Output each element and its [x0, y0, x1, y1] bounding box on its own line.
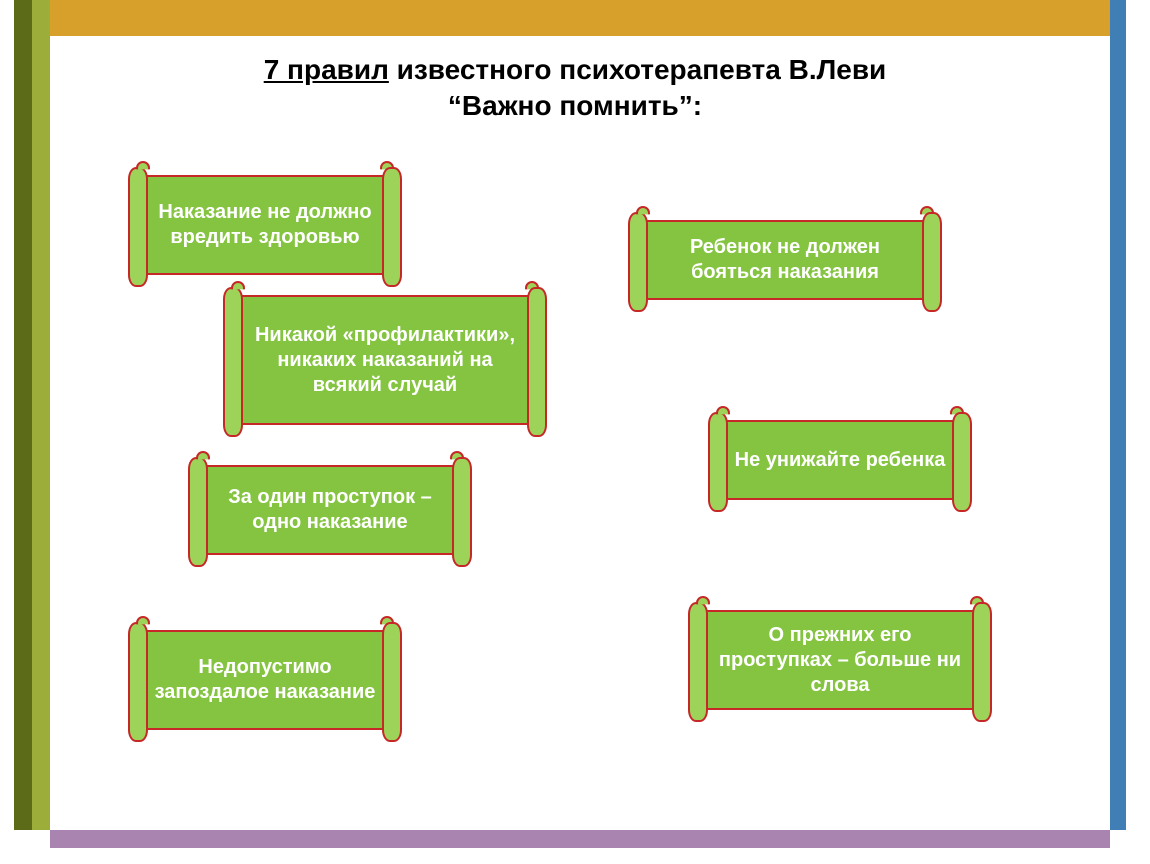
slide-title: 7 правил известного психотерапевта В.Лев…: [0, 52, 1150, 125]
scroll-curl-right-icon: [380, 161, 394, 175]
scroll-text: О прежних его проступках – больше ни сло…: [710, 623, 970, 698]
scroll-curl-right-icon: [450, 451, 464, 465]
scroll-curl-left-icon: [136, 616, 150, 630]
title-underlined: 7 правил: [264, 54, 389, 85]
scroll-text: Не унижайте ребенка: [730, 448, 950, 473]
frame-bar-bottom: [50, 830, 1110, 848]
scroll-text: Ребенок не должен бояться наказания: [650, 235, 920, 285]
scroll-curl-left-icon: [231, 281, 245, 295]
scroll-curl-right-icon: [525, 281, 539, 295]
title-line-2: “Важно помнить”:: [0, 88, 1150, 124]
slide-stage: 7 правил известного психотерапевта В.Лев…: [0, 0, 1150, 864]
scroll-rule-2: Никакой «профилактики», никаких наказани…: [235, 295, 535, 425]
scroll-curl-left-icon: [196, 451, 210, 465]
title-rest-1: известного психотерапевта В.Леви: [389, 54, 886, 85]
scroll-curl-left-icon: [716, 406, 730, 420]
scroll-rule-1: Наказание не должно вредить здоровью: [140, 175, 390, 275]
scroll-rule-5: Ребенок не должен бояться наказания: [640, 220, 930, 300]
scroll-curl-right-icon: [380, 616, 394, 630]
scroll-text: За один проступок – одно наказание: [210, 485, 450, 535]
scroll-rule-3: За один проступок – одно наказание: [200, 465, 460, 555]
scroll-curl-right-icon: [950, 406, 964, 420]
scroll-curl-left-icon: [636, 206, 650, 220]
scroll-curl-left-icon: [696, 596, 710, 610]
scroll-text: Наказание не должно вредить здоровью: [150, 200, 380, 250]
scroll-text: Недопустимо запоздалое наказание: [150, 655, 380, 705]
frame-bar-top: [50, 0, 1110, 36]
scroll-rule-6: Не унижайте ребенка: [720, 420, 960, 500]
scroll-curl-left-icon: [136, 161, 150, 175]
scroll-rule-4: Недопустимо запоздалое наказание: [140, 630, 390, 730]
scroll-curl-right-icon: [970, 596, 984, 610]
scroll-rule-7: О прежних его проступках – больше ни сло…: [700, 610, 980, 710]
scroll-text: Никакой «профилактики», никаких наказани…: [245, 323, 525, 398]
scroll-curl-right-icon: [920, 206, 934, 220]
